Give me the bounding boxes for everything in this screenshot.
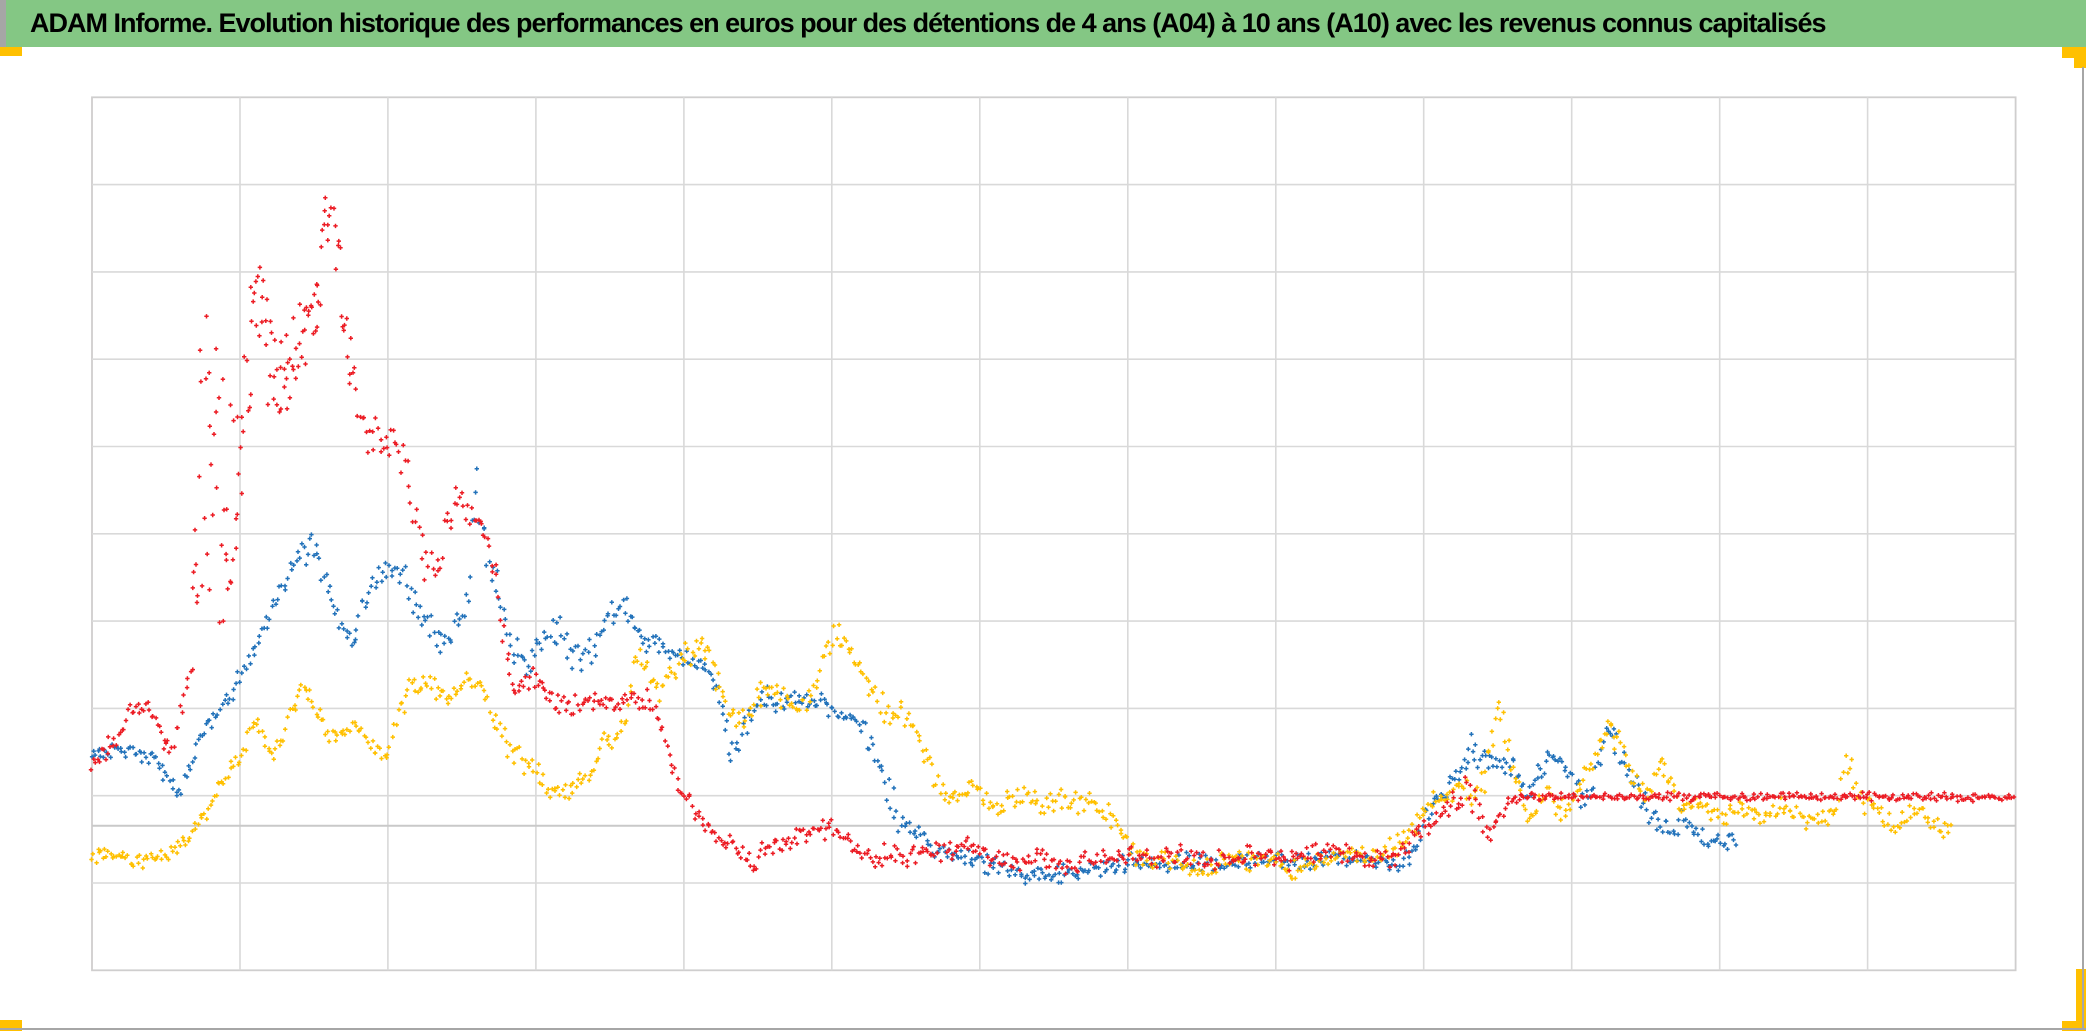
sheet-right-line [2081,67,2084,1029]
top-right-v-highlight [2074,47,2086,68]
gridlines [92,97,2016,971]
series-blue [89,466,1739,886]
right-bottom-v-highlight [2076,969,2086,1031]
title-bar: ADAM Informe. Evolution historique des p… [0,0,2086,47]
left-tab-highlight [0,47,22,56]
sheet-bottom-line [0,1028,2086,1030]
sheet-left-edge [0,0,6,47]
series-red [88,195,2017,876]
page-title: ADAM Informe. Evolution historique des p… [30,8,1826,38]
right-bottom-foot-highlight [2062,1021,2086,1031]
bottom-left-tab-highlight [0,1020,22,1031]
series-yellow [89,622,1954,881]
